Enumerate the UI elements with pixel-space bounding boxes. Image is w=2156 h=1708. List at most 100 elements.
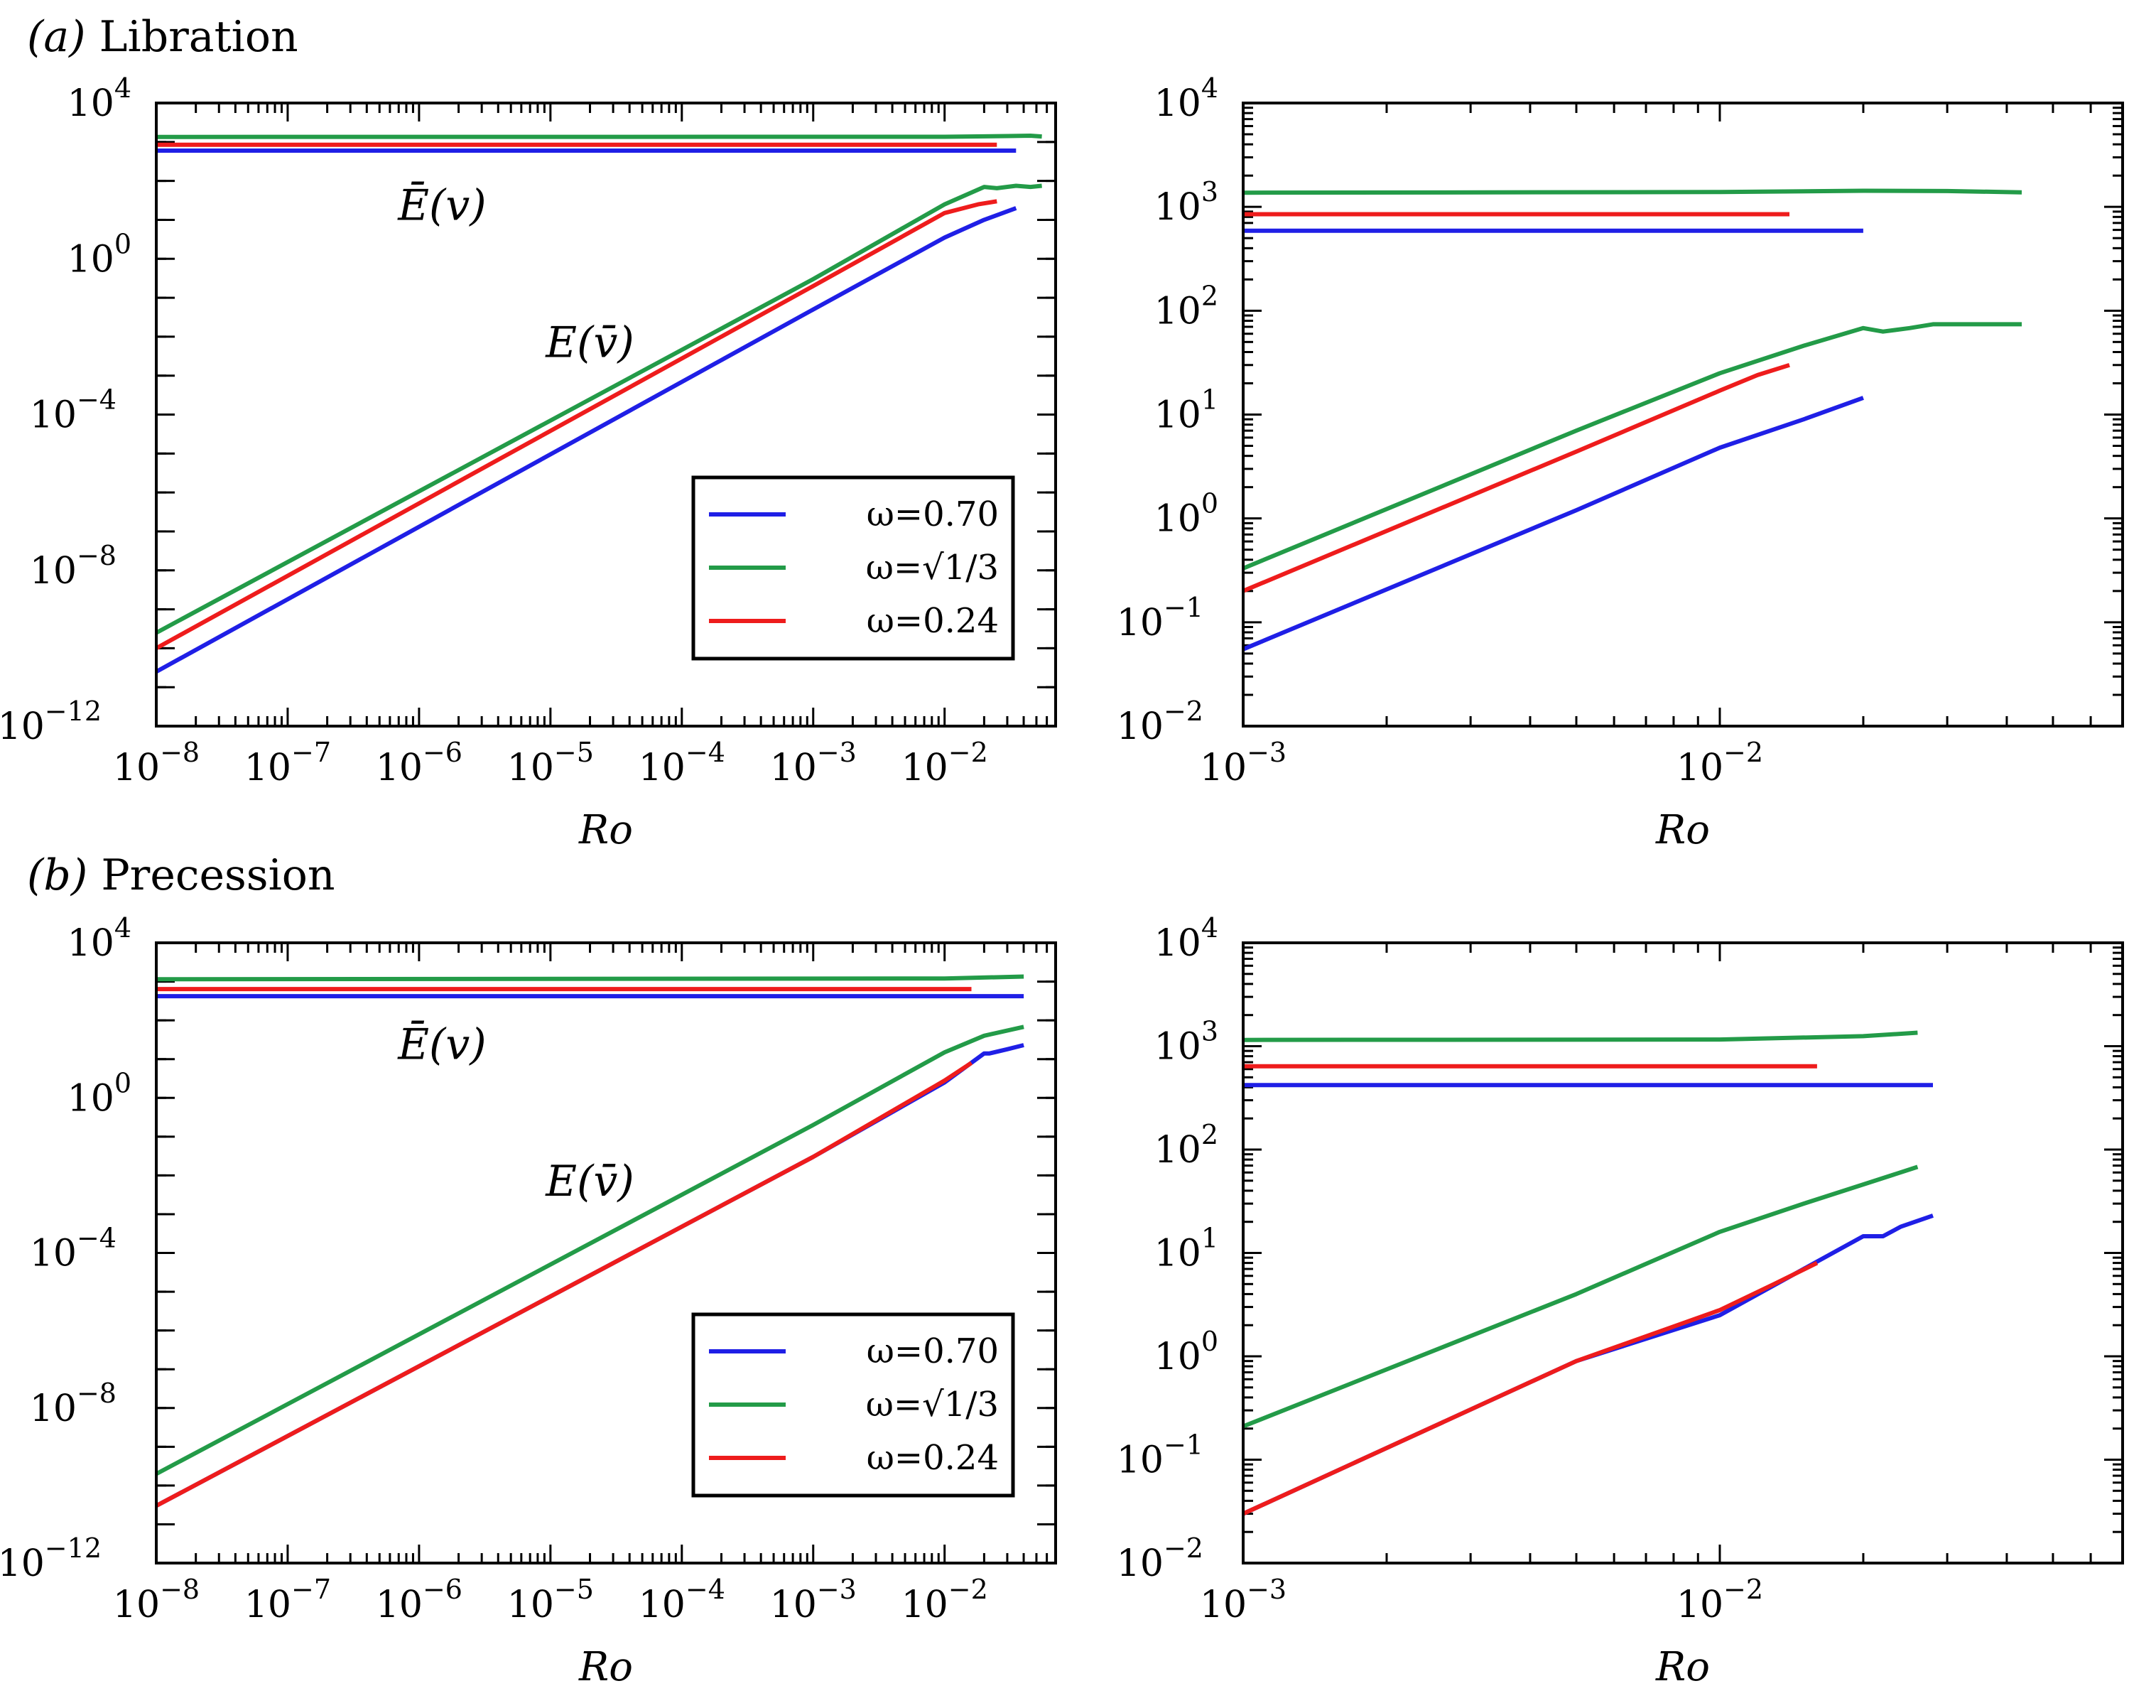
x-axis-label: Ro <box>578 1644 633 1690</box>
series-line <box>156 974 1024 982</box>
x-tick-exp: −3 <box>1247 1574 1286 1605</box>
x-tick-label: 10−5 <box>507 737 594 789</box>
x-tick-label: 10−2 <box>1676 737 1763 789</box>
panel-b-label: (b) <box>27 850 88 900</box>
y-tick-exp: −12 <box>45 1533 102 1564</box>
x-tick-label: 10−8 <box>113 1574 200 1626</box>
x-tick-base: 10 <box>1200 747 1247 789</box>
x-tick-label: 10−2 <box>901 737 988 789</box>
series-line <box>156 134 1042 139</box>
y-tick-base: 10 <box>0 1542 45 1585</box>
chart-a-left: 10−8 10−7 10−6 10−5 10−4 10−3 10−210−1210−810−… <box>0 72 1057 853</box>
x-tick-exp: −5 <box>554 1574 594 1605</box>
y-tick-label: 100 <box>67 228 131 281</box>
x-tick-base: 10 <box>1676 747 1723 789</box>
y-tick-exp: −8 <box>77 540 117 571</box>
y-tick-label: 104 <box>1154 912 1218 965</box>
x-tick-exp: −3 <box>1247 737 1286 768</box>
y-tick-exp: 2 <box>1201 280 1218 311</box>
legend-entry: ω=√1/3 <box>866 1385 999 1425</box>
y-tick-exp: −12 <box>45 696 102 727</box>
x-tick-base: 10 <box>507 747 554 789</box>
y-tick-label: 104 <box>67 912 131 965</box>
y-tick-exp: −1 <box>1164 592 1203 623</box>
y-tick-base: 10 <box>30 394 77 437</box>
x-tick-label: 10−6 <box>376 1574 462 1626</box>
y-tick-label: 10−1 <box>1117 592 1203 644</box>
series-line <box>156 1061 973 1508</box>
series-line <box>1243 188 2022 195</box>
axes-frame <box>155 102 1057 728</box>
legend: ω=0.70 ω=√1/3 ω=0.24 <box>691 1312 1015 1498</box>
series-line <box>1243 396 1864 652</box>
x-tick-base: 10 <box>113 747 160 789</box>
x-tick-base: 10 <box>770 747 817 789</box>
series-line <box>1243 1164 1919 1429</box>
x-tick-exp: −2 <box>948 1574 988 1605</box>
x-axis-label: Ro <box>1655 1644 1710 1690</box>
x-tick-label: 10−3 <box>1200 737 1286 789</box>
y-tick-base: 10 <box>1154 290 1201 333</box>
y-tick-label: 102 <box>1154 1119 1218 1172</box>
y-tick-base: 10 <box>1154 1026 1201 1069</box>
y-tick-exp: 0 <box>114 228 131 259</box>
x-tick-label: 10−4 <box>639 1574 725 1626</box>
panel-a-title: (a) Libration <box>27 16 298 58</box>
x-tick-base: 10 <box>639 747 686 789</box>
x-tick-label: 10−3 <box>770 737 857 789</box>
x-tick-exp: −8 <box>160 737 200 768</box>
annotation: Ē(v) <box>397 1020 487 1070</box>
y-tick-base: 10 <box>1117 1439 1164 1482</box>
y-tick-label: 10−8 <box>30 1378 117 1430</box>
legend-entry: ω=√1/3 <box>866 548 999 588</box>
x-tick-base: 10 <box>244 747 291 789</box>
x-tick-base: 10 <box>376 747 423 789</box>
panel-b-name: Precession <box>101 850 335 900</box>
x-tick-label: 10−3 <box>770 1574 857 1626</box>
y-tick-exp: −4 <box>77 384 117 416</box>
x-tick-exp: −7 <box>291 1574 331 1605</box>
y-tick-label: 10−8 <box>30 540 117 593</box>
x-tick-exp: −6 <box>423 737 462 768</box>
x-tick-label: 10−8 <box>113 737 200 789</box>
legend-entry: ω=0.70 <box>867 494 999 534</box>
y-tick-exp: 4 <box>114 912 131 944</box>
legend-entry: ω=0.70 <box>867 1331 999 1371</box>
axes-frame <box>155 941 1057 1564</box>
chart-b-left: 10−8 10−7 10−6 10−5 10−4 10−3 10−210−1210−810−… <box>0 912 1057 1690</box>
y-tick-base: 10 <box>1117 706 1164 748</box>
y-tick-base: 10 <box>1154 82 1201 125</box>
y-tick-exp: 2 <box>1201 1119 1218 1150</box>
series-group <box>156 974 1024 1508</box>
y-tick-label: 100 <box>67 1067 131 1120</box>
x-tick-exp: −4 <box>686 737 725 768</box>
x-tick-exp: −3 <box>817 737 857 768</box>
series-group <box>1243 188 2022 652</box>
y-tick-exp: 0 <box>1201 1326 1218 1357</box>
x-tick-label: 10−5 <box>507 1574 594 1626</box>
y-tick-exp: 0 <box>1201 488 1218 519</box>
series-line <box>1243 362 1790 593</box>
y-tick-base: 10 <box>1154 394 1201 437</box>
x-tick-base: 10 <box>1676 1584 1723 1626</box>
y-tick-label: 100 <box>1154 488 1218 541</box>
x-axis-label: Ro <box>578 807 633 853</box>
annotation: E(v̄) <box>545 318 634 368</box>
y-tick-exp: 3 <box>1201 1016 1218 1047</box>
legend: ω=0.70 ω=√1/3 ω=0.24 <box>691 475 1015 661</box>
x-tick-exp: −7 <box>291 737 331 768</box>
series-line <box>156 199 997 651</box>
x-tick-label: 10−2 <box>901 1574 988 1626</box>
axes-frame <box>1242 941 2124 1564</box>
x-tick-base: 10 <box>507 1584 554 1626</box>
y-tick-exp: 4 <box>114 72 131 104</box>
series-line <box>156 1025 1024 1476</box>
y-tick-base: 10 <box>1154 1129 1201 1172</box>
x-tick-base: 10 <box>113 1584 160 1626</box>
x-axis-label: Ro <box>1655 807 1710 853</box>
y-tick-base: 10 <box>1154 922 1201 965</box>
x-tick-exp: −2 <box>1723 737 1763 768</box>
y-tick-base: 10 <box>1154 186 1201 229</box>
